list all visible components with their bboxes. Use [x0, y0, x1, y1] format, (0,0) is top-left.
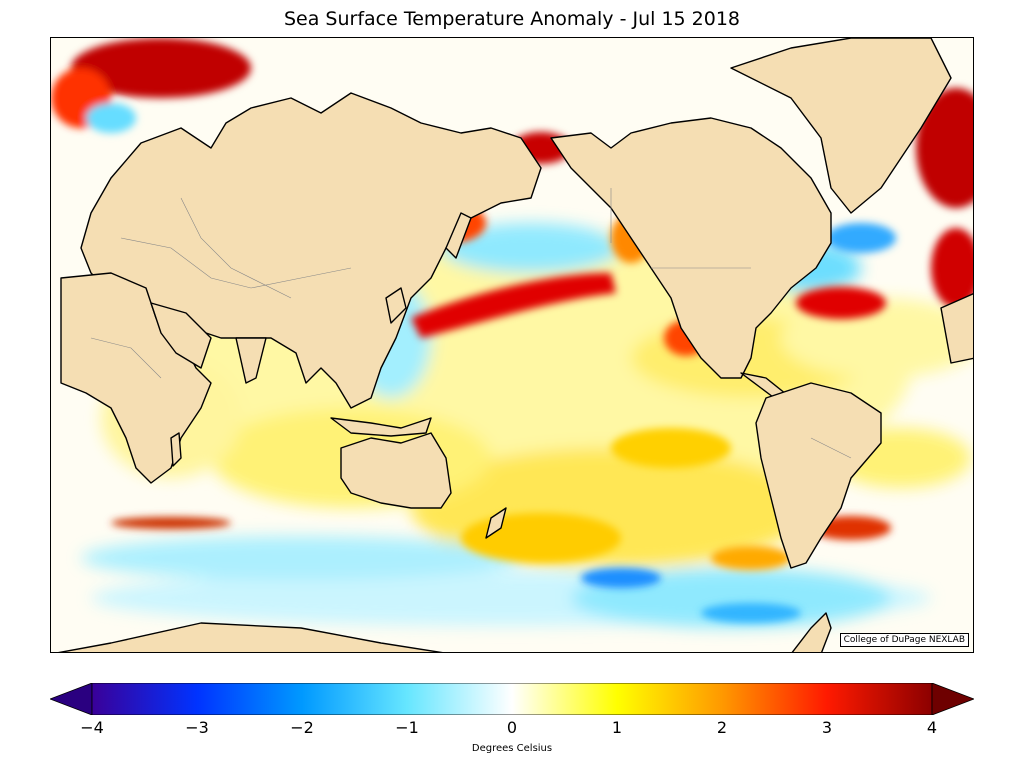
japan	[385, 287, 407, 324]
madagascar	[170, 432, 182, 467]
credit-box: College of DuPage NEXLAB	[839, 633, 969, 647]
new-zealand	[485, 507, 507, 539]
land-masses	[58, 38, 973, 652]
colorbar-tick-label: −2	[290, 718, 314, 737]
colorbar-tick-label: 4	[926, 718, 938, 737]
arabian-peninsula	[150, 302, 212, 369]
indonesia	[330, 417, 432, 437]
south-america	[755, 382, 882, 569]
north-america	[550, 117, 832, 379]
colorbar-tick-label: 1	[611, 718, 623, 737]
country-borders	[90, 188, 852, 459]
colorbar	[50, 683, 974, 715]
map-canvas	[51, 38, 973, 652]
colorbar-extend-high	[931, 683, 974, 715]
colorbar-tick-label: −4	[80, 718, 104, 737]
colorbar-tick-label: 3	[821, 718, 833, 737]
colorbar-tick-label: −3	[185, 718, 209, 737]
australia	[340, 432, 452, 509]
greenland	[730, 38, 952, 214]
colorbar-tick-label: 0	[506, 718, 518, 737]
antarctic-peninsula	[791, 612, 832, 652]
colorbar-tick-label: −1	[395, 718, 419, 737]
sst-anomaly-map: College of DuPage NEXLAB	[50, 37, 974, 653]
colorbar-label: Degrees Celsius	[471, 743, 553, 754]
antarctica	[58, 622, 443, 652]
kamchatka	[445, 212, 472, 259]
colorbar-extend-low	[50, 683, 93, 715]
chart-title: Sea Surface Temperature Anomaly - Jul 15…	[283, 8, 741, 30]
europe-west	[940, 293, 973, 364]
colorbar-tick-label: 2	[716, 718, 728, 737]
india	[235, 337, 267, 384]
colorbar-body	[91, 683, 933, 715]
